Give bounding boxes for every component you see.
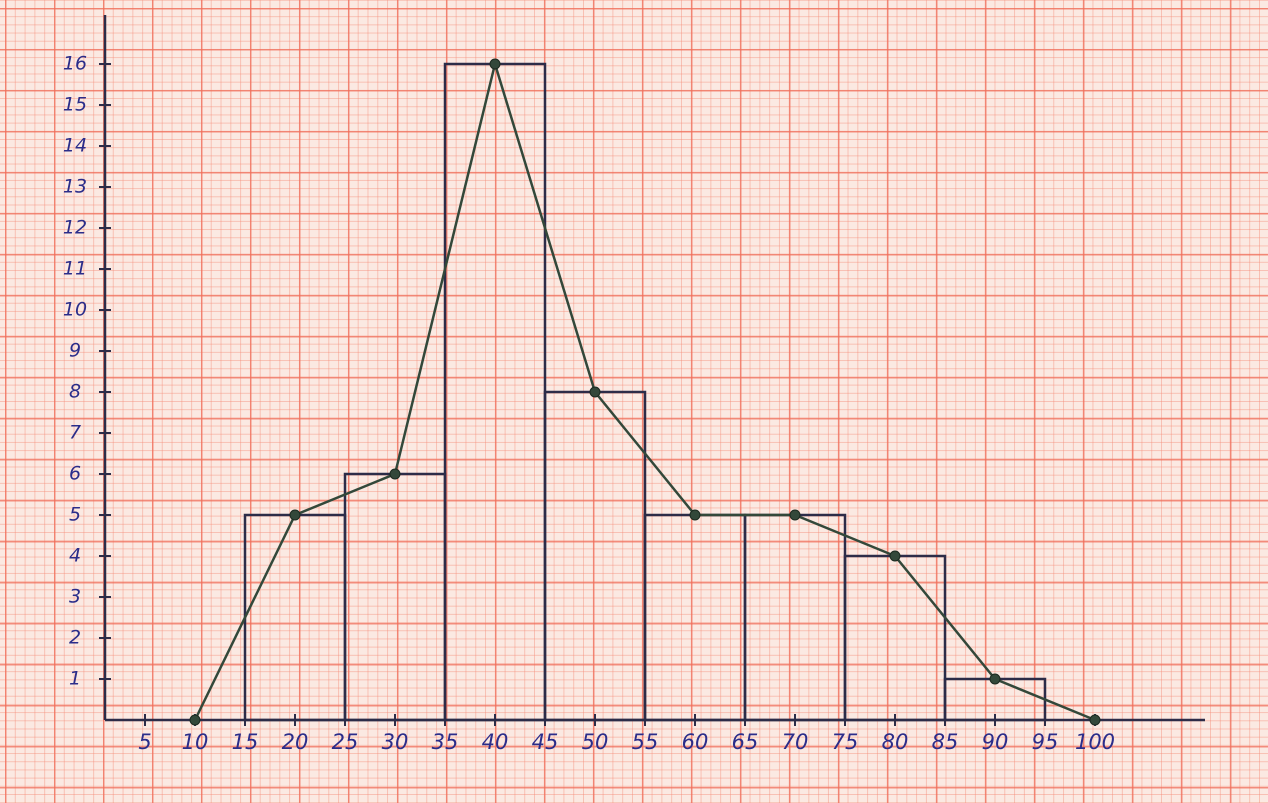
y-tick-label: 16 xyxy=(63,53,87,75)
y-tick-label: 3 xyxy=(69,586,81,608)
bar xyxy=(243,513,347,722)
x-tick-label: 100 xyxy=(1075,730,1115,754)
y-tick-label: 12 xyxy=(63,217,87,239)
y-tick-label: 8 xyxy=(69,381,81,403)
y-tick-label: 13 xyxy=(63,176,87,198)
y-tick-label: 10 xyxy=(63,299,87,321)
y-tick-label: 14 xyxy=(63,135,87,157)
x-tick-label: 15 xyxy=(232,730,259,754)
x-tick-label: 70 xyxy=(782,730,809,754)
x-tick-label: 10 xyxy=(182,730,209,754)
x-tick-label: 90 xyxy=(982,730,1009,754)
y-tick-label: 4 xyxy=(69,545,81,567)
y-tick-label: 5 xyxy=(69,504,81,526)
y-tick-label: 2 xyxy=(69,627,81,649)
x-tick-label: 85 xyxy=(932,730,959,754)
y-tick-label: 11 xyxy=(63,258,87,280)
x-tick-label: 35 xyxy=(432,730,459,754)
y-tick-label: 9 xyxy=(69,340,81,362)
polygon-point xyxy=(589,386,601,398)
x-tick-label: 25 xyxy=(332,730,359,754)
polygon-point xyxy=(789,509,801,521)
bar xyxy=(943,677,1047,722)
bar xyxy=(643,513,747,722)
y-tick-label: 7 xyxy=(69,422,81,444)
polygon-point xyxy=(689,509,701,521)
y-tick-label: 1 xyxy=(69,668,81,690)
bar xyxy=(543,390,647,722)
x-tick-label: 50 xyxy=(582,730,609,754)
x-tick-label: 55 xyxy=(632,730,659,754)
polygon-point xyxy=(489,58,501,70)
polygon-point xyxy=(389,468,401,480)
y-tick-label: 6 xyxy=(69,463,81,485)
y-tick-label: 15 xyxy=(63,94,87,116)
bar xyxy=(843,554,947,722)
x-tick-label: 20 xyxy=(282,730,309,754)
polygon-point xyxy=(1089,714,1101,726)
bar xyxy=(343,472,447,722)
bar xyxy=(743,513,847,722)
x-tick-label: 45 xyxy=(532,730,559,754)
x-tick-label: 95 xyxy=(1032,730,1059,754)
frequency-polygon xyxy=(193,59,1096,722)
polygon-point xyxy=(189,714,201,726)
x-tick-label: 30 xyxy=(382,730,409,754)
x-tick-label: 75 xyxy=(832,730,859,754)
polygon-point xyxy=(989,673,1001,685)
x-tick-label: 65 xyxy=(732,730,759,754)
x-tick-label: 5 xyxy=(138,730,151,754)
x-tick-label: 80 xyxy=(882,730,909,754)
x-tick-label: 60 xyxy=(682,730,709,754)
polygon-point xyxy=(889,550,901,562)
x-tick-label: 40 xyxy=(482,730,509,754)
polygon-point xyxy=(289,509,301,521)
bar xyxy=(443,62,547,722)
